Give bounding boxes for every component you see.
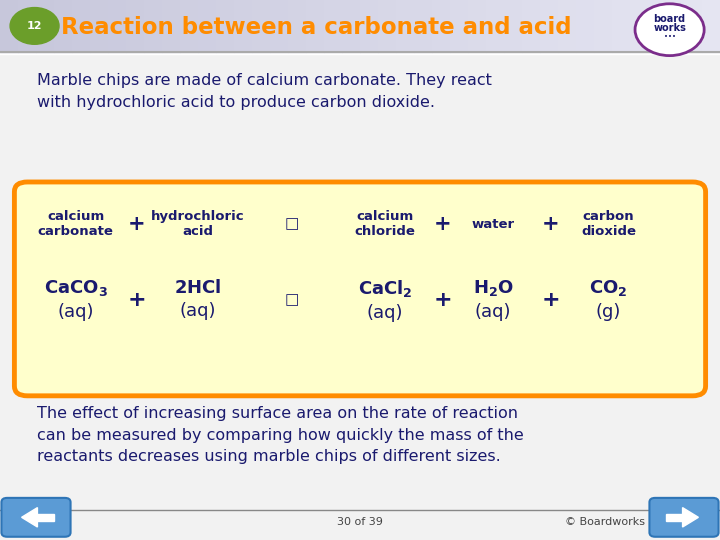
Polygon shape [666,514,687,521]
Text: +: + [541,289,560,310]
Text: □: □ [284,217,299,232]
Text: carbon
dioxide: carbon dioxide [581,210,636,238]
FancyBboxPatch shape [1,498,71,537]
Circle shape [10,8,59,44]
Text: +: + [127,289,146,310]
Text: © Boardworks Ltd 2007: © Boardworks Ltd 2007 [565,517,698,527]
Text: +: + [128,214,145,234]
Text: water: water [472,218,515,231]
Text: Reaction between a carbonate and acid: Reaction between a carbonate and acid [61,16,572,38]
Text: □: □ [284,292,299,307]
Text: calcium
carbonate: calcium carbonate [37,210,114,238]
Polygon shape [33,514,54,521]
Text: $\mathbf{H_2O}$
(aq): $\mathbf{H_2O}$ (aq) [473,278,513,321]
FancyBboxPatch shape [649,498,719,537]
Text: calcium
chloride: calcium chloride [355,210,415,238]
Text: •••: ••• [664,33,675,40]
Text: $\mathbf{CO_2}$
(g): $\mathbf{CO_2}$ (g) [589,278,628,321]
Polygon shape [683,508,698,527]
Text: $\mathbf{CaCO_3}$
(aq): $\mathbf{CaCO_3}$ (aq) [44,278,107,321]
Text: works: works [653,23,686,33]
Text: hydrochloric
acid: hydrochloric acid [151,210,245,238]
Text: 12: 12 [27,21,42,31]
Text: +: + [433,289,452,310]
Text: +: + [434,214,451,234]
Text: $\mathbf{CaCl_2}$
(aq): $\mathbf{CaCl_2}$ (aq) [358,278,413,322]
Text: The effect of increasing surface area on the rate of reaction
can be measured by: The effect of increasing surface area on… [37,406,524,464]
FancyBboxPatch shape [14,182,706,396]
Polygon shape [22,508,37,527]
Text: 30 of 39: 30 of 39 [337,517,383,527]
Text: board: board [654,15,685,24]
Text: +: + [542,214,559,234]
Circle shape [635,4,704,56]
Text: Marble chips are made of calcium carbonate. They react
with hydrochloric acid to: Marble chips are made of calcium carbona… [37,73,492,110]
Text: $\mathbf{2HCl}$
(aq): $\mathbf{2HCl}$ (aq) [174,279,222,320]
